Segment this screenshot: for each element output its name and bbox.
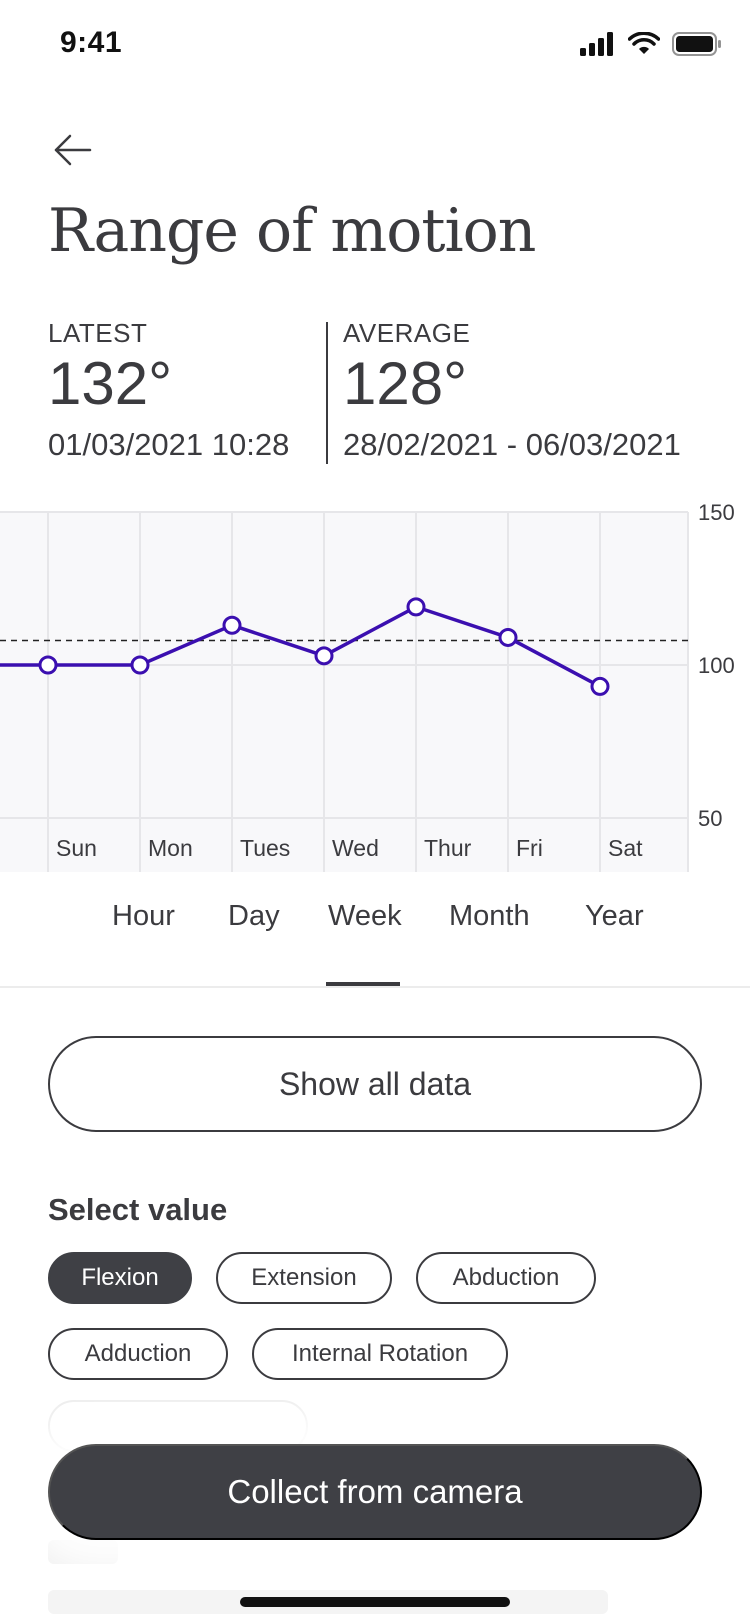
- latest-date: 01/03/2021 10:28: [48, 427, 290, 462]
- chart-data-point: [130, 655, 150, 675]
- status-bar: 9:41: [0, 0, 750, 90]
- wifi-icon: [628, 32, 660, 54]
- time-range-tabs: Hour Day Week Month Year: [0, 872, 750, 988]
- chip-adduction[interactable]: Adduction: [48, 1328, 228, 1380]
- chart-x-tick-label: Sat: [608, 835, 643, 861]
- back-button[interactable]: [50, 128, 98, 172]
- collect-from-camera-button[interactable]: Collect from camera: [48, 1444, 702, 1540]
- chart-y-tick-label: 150: [698, 500, 735, 525]
- chart-data-point: [222, 615, 242, 635]
- stats-divider: [326, 322, 328, 464]
- faded-text: [48, 1540, 118, 1564]
- chip-abduction[interactable]: Abduction: [416, 1252, 596, 1304]
- chart-x-tick-label: Wed: [332, 835, 379, 861]
- chip-flexion[interactable]: Flexion: [48, 1252, 192, 1304]
- chart-x-tick-label: Tues: [240, 835, 290, 861]
- tab-day[interactable]: Day: [228, 900, 280, 932]
- stats-summary: LATEST 132° 01/03/2021 10:28 AVERAGE 128…: [48, 318, 728, 468]
- chart-data-point: [406, 597, 426, 617]
- tab-year[interactable]: Year: [585, 900, 644, 932]
- status-time: 9:41: [60, 26, 123, 59]
- latest-value: 132°: [48, 350, 173, 417]
- chart-x-tick-label: Mon: [148, 835, 193, 861]
- chart-x-tick-label: Fri: [516, 835, 543, 861]
- chart-data-point: [38, 655, 58, 675]
- show-all-data-button[interactable]: Show all data: [48, 1036, 702, 1132]
- latest-stat: LATEST 132° 01/03/2021 10:28: [48, 318, 289, 463]
- average-date: 28/02/2021 - 06/03/2021: [343, 427, 681, 462]
- status-icons: [580, 32, 722, 56]
- average-label: AVERAGE: [343, 318, 471, 348]
- battery-icon: [672, 32, 721, 56]
- average-value: 128°: [343, 350, 468, 417]
- chart-svg: 150 100 50 Sun Mon Tues Wed Thur Fri Sat: [0, 500, 735, 872]
- range-of-motion-chart[interactable]: 150 100 50 Sun Mon Tues Wed Thur Fri Sat: [0, 500, 750, 872]
- tab-week[interactable]: Week: [328, 900, 402, 932]
- chart-x-tick-label: Sun: [56, 835, 97, 861]
- active-tab-indicator: [326, 982, 400, 986]
- tab-hour[interactable]: Hour: [112, 900, 175, 932]
- chart-data-point: [314, 646, 334, 666]
- chart-x-tick-label: Thur: [424, 835, 472, 861]
- chart-data-point: [590, 676, 610, 696]
- chart-y-tick-label: 50: [698, 806, 722, 831]
- chart-plot-background: [0, 512, 688, 872]
- chip-internal-rotation[interactable]: Internal Rotation: [252, 1328, 508, 1380]
- chart-data-point: [498, 627, 518, 647]
- chart-series-line: [0, 605, 601, 688]
- chart-y-tick-label: 100: [698, 653, 735, 678]
- average-stat: AVERAGE 128° 28/02/2021 - 06/03/2021: [343, 318, 681, 463]
- latest-label: LATEST: [48, 318, 148, 348]
- cellular-signal-icon: [580, 32, 613, 56]
- home-indicator: [240, 1597, 510, 1607]
- chip-extension[interactable]: Extension: [216, 1252, 392, 1304]
- select-value-title: Select value: [48, 1192, 228, 1227]
- tab-month[interactable]: Month: [449, 900, 530, 932]
- page-title: Range of motion: [48, 196, 536, 266]
- arrow-left-icon: [54, 134, 92, 166]
